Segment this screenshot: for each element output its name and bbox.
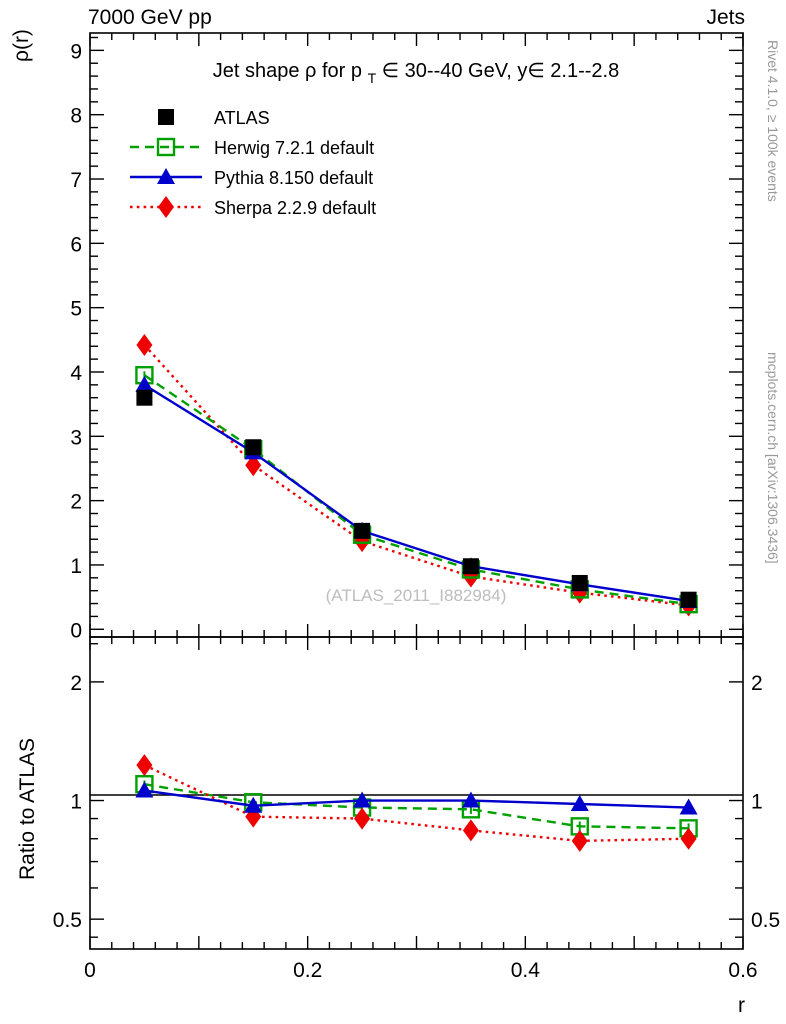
header-right-analysis-label: Jets: [706, 6, 745, 29]
legend-label: Sherpa 2.2.9 default: [214, 198, 376, 218]
x-tick-label: 0.6: [728, 959, 757, 982]
legend-label: Pythia 8.150 default: [214, 168, 373, 188]
data-point: [135, 375, 154, 392]
data-point: [571, 574, 588, 591]
ratio-series-pythia: [135, 781, 698, 815]
ratio-plot-panel: 0.5 0.5 1 1 2 2 0 0.2 0.4 0.6: [53, 636, 780, 982]
legend-item-pythia[interactable]: Pythia 8.150 default: [130, 168, 373, 188]
ratio-data-point: [571, 829, 588, 852]
series-herwig: [135, 366, 698, 614]
ratio-series-line: [144, 783, 689, 830]
legend-item-sherpa[interactable]: Sherpa 2.2.9 default: [130, 196, 376, 218]
data-point: [354, 522, 371, 539]
legend-marker: [158, 109, 174, 125]
legend-label: Herwig 7.2.1 default: [214, 138, 374, 158]
y-axis-label-main: ρ(r): [10, 29, 33, 62]
ratio-panel-tick-labels: 0.5 0.5 1 1 2 2: [53, 672, 780, 932]
legend-label: ATLAS: [214, 108, 270, 128]
legend: ATLAS Herwig 7.2.1 default Pythia 8.150 de…: [130, 108, 376, 218]
ratio-data-point: [680, 827, 697, 850]
ratio-data-point: [354, 807, 371, 830]
x-axis-tick-labels: 0 0.2 0.4 0.6: [84, 959, 757, 982]
data-point: [462, 558, 479, 575]
ratio-series-line: [144, 789, 689, 809]
legend-item-herwig[interactable]: Herwig 7.2.1 default: [130, 137, 374, 158]
y-tick-label-ratio-right: 0.5: [751, 909, 780, 932]
legend-marker: [158, 196, 174, 218]
y-tick-label-main: 5: [70, 298, 82, 321]
y-tick-label-ratio: 2: [70, 672, 82, 695]
series-pythia: [135, 375, 698, 608]
ratio-data-point: [135, 781, 154, 798]
ratio-panel-series: [135, 754, 698, 852]
ratio-panel-ticks: [89, 637, 744, 949]
x-tick-label: 0.4: [511, 959, 541, 982]
x-axis-label: r: [738, 994, 745, 1017]
ratio-data-point: [570, 794, 589, 811]
legend-marker: [156, 137, 176, 157]
y-tick-label-main: 7: [70, 169, 82, 192]
legend-marker: [157, 168, 175, 184]
y-tick-label-main: 4: [70, 362, 82, 385]
y-tick-label-main: 1: [70, 555, 82, 578]
rivet-version-label: Rivet 4.1.0, ≥ 100k events: [765, 40, 781, 202]
ratio-data-point: [461, 791, 480, 808]
y-axis-label-ratio: Ratio to ATLAS: [16, 738, 39, 880]
ratio-data-point: [244, 796, 263, 813]
series-line: [143, 374, 689, 606]
y-tick-label-main: 9: [70, 40, 82, 63]
main-panel-tick-labels: 0 1 2 3 4 5 6 7 8 9: [70, 40, 82, 642]
legend-item-atlas[interactable]: ATLAS: [158, 108, 270, 128]
y-tick-label-ratio: 0.5: [53, 909, 82, 932]
mcplots-source-label: mcplots.cern.ch [arXiv:1306.3436]: [765, 352, 781, 564]
ratio-data-point: [462, 819, 479, 842]
x-tick-label: 0.2: [293, 959, 322, 982]
data-point: [680, 591, 697, 608]
x-tick-label: 0: [84, 959, 96, 982]
data-point: [136, 333, 153, 356]
plot-title: Jet shape ρ for p T ∈ 30--40 GeV, y∈ 2.1…: [213, 60, 619, 86]
data-point: [136, 389, 153, 406]
series-line: [143, 383, 689, 603]
ratio-panel-frame: [89, 636, 744, 950]
series-sherpa: [136, 333, 697, 617]
series-line: [143, 344, 689, 607]
y-tick-label-main: 8: [70, 105, 82, 128]
ratio-series-herwig: [135, 775, 698, 838]
y-tick-label-main: 2: [70, 491, 82, 514]
y-tick-label-main: 0: [70, 619, 82, 642]
series-atlas: [136, 389, 697, 608]
y-tick-label-ratio: 1: [70, 791, 82, 814]
header-left-beam-label: 7000 GeV pp: [88, 6, 212, 29]
main-plot-panel: 0 1 2 3 4 5 6 7 8 9 Jet shape ρ for p T ∈ 30--40 …: [70, 32, 744, 642]
main-panel-ticks: [89, 33, 744, 637]
ratio-series-sherpa: [136, 754, 697, 852]
data-point: [245, 439, 262, 456]
ratio-data-point: [353, 791, 372, 808]
y-tick-label-ratio-right: 2: [751, 672, 763, 695]
analysis-watermark: (ATLAS_2011_I882984): [326, 586, 507, 605]
y-tick-label-main: 6: [70, 233, 82, 256]
ratio-data-point: [679, 798, 698, 815]
y-tick-label-ratio-right: 1: [751, 791, 763, 814]
main-panel-series: [135, 333, 698, 617]
main-panel-frame: [89, 32, 744, 638]
y-tick-label-main: 3: [70, 426, 82, 449]
data-point: [245, 454, 262, 477]
ratio-data-point: [136, 754, 153, 777]
